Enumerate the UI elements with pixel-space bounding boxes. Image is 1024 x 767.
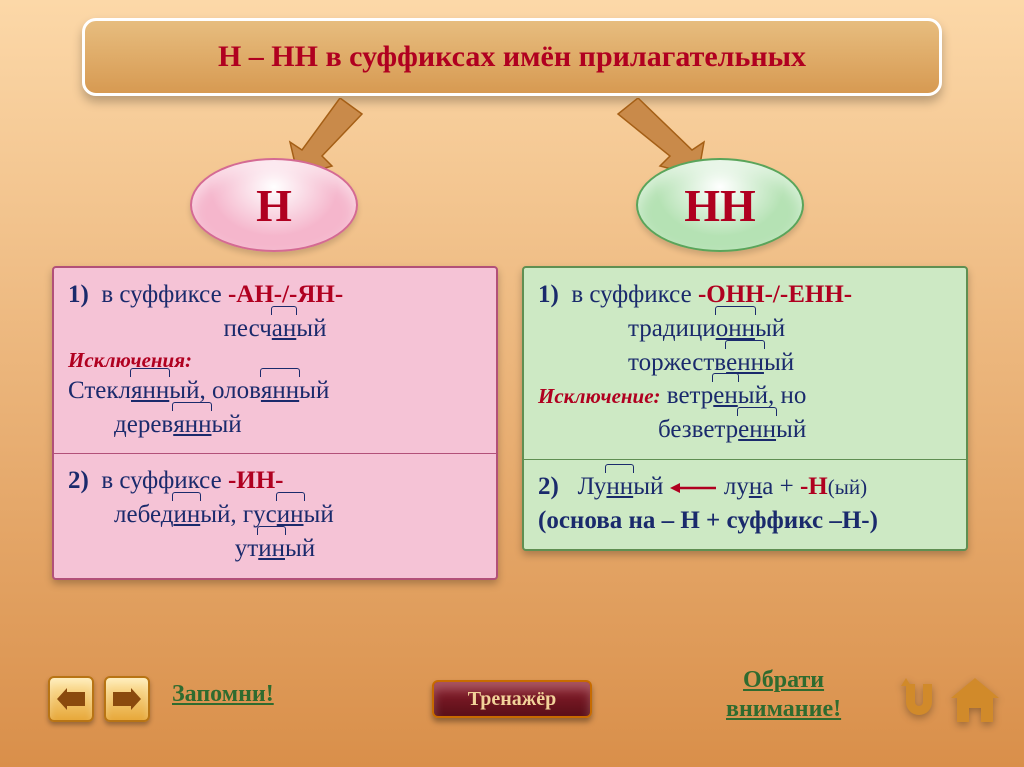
nav-next-button[interactable] [104, 676, 150, 722]
back-u-button[interactable] [894, 676, 944, 726]
left-rule-1: 1) в суффиксе -АН-/-ЯН- песчаный Исключе… [54, 268, 496, 453]
home-button[interactable] [950, 676, 1000, 726]
title-text: Н – НН в суффиксах имён прилагательных [218, 40, 806, 74]
title-bar: Н – НН в суффиксах имён прилагательных [82, 18, 942, 96]
bubble-n-text: Н [256, 179, 292, 232]
trainer-button[interactable]: Тренажёр [432, 680, 592, 718]
panel-right: 1) в суффиксе -ОНН-/-ЕНН- традиционный т… [522, 266, 968, 551]
bubble-n: Н [190, 158, 358, 252]
attention-link[interactable]: Обрати внимание! [726, 666, 841, 724]
right-rule-2: 2) Лунный луна + -Н(ый) (основа на – Н +… [524, 459, 966, 550]
bubble-nn: НН [636, 158, 804, 252]
bubble-nn-text: НН [684, 179, 756, 232]
nav-prev-button[interactable] [48, 676, 94, 722]
remember-link[interactable]: Запомни! [172, 680, 274, 709]
panel-left: 1) в суффиксе -АН-/-ЯН- песчаный Исключе… [52, 266, 498, 580]
left-rule-2: 2) в суффиксе -ИН- лебединый, гусиный ут… [54, 453, 496, 577]
right-rule-1: 1) в суффиксе -ОНН-/-ЕНН- традиционный т… [524, 268, 966, 459]
